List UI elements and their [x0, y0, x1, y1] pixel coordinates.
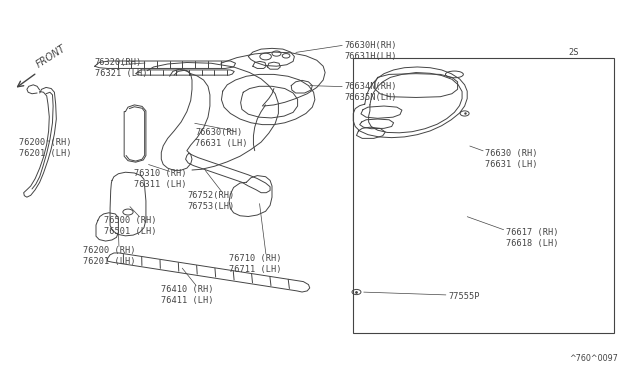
Text: 76200 (RH)
76201 (LH): 76200 (RH) 76201 (LH) [19, 138, 72, 158]
Text: 76710 (RH)
76711 (LH): 76710 (RH) 76711 (LH) [229, 254, 282, 274]
Text: 76310 (RH)
76311 (LH): 76310 (RH) 76311 (LH) [134, 169, 187, 189]
Text: 2S: 2S [568, 48, 579, 57]
Text: 76630H(RH)
76631H(LH): 76630H(RH) 76631H(LH) [344, 41, 397, 61]
Text: 76200 (RH)
76201 (LH): 76200 (RH) 76201 (LH) [83, 246, 136, 266]
Text: 76634N(RH)
76635N(LH): 76634N(RH) 76635N(LH) [344, 82, 397, 102]
Text: 77555P: 77555P [448, 292, 479, 301]
Text: ^760^0097: ^760^0097 [569, 354, 618, 363]
Text: FRONT: FRONT [34, 44, 67, 70]
Text: 76752(RH)
76753(LH): 76752(RH) 76753(LH) [188, 191, 235, 211]
Text: 76320(RH)
76321 (LH): 76320(RH) 76321 (LH) [95, 58, 147, 78]
Text: 76630(RH)
76631 (LH): 76630(RH) 76631 (LH) [195, 128, 248, 148]
Text: 76630 (RH)
76631 (LH): 76630 (RH) 76631 (LH) [485, 149, 538, 169]
Text: 76410 (RH)
76411 (LH): 76410 (RH) 76411 (LH) [161, 285, 214, 305]
Bar [353, 58, 614, 333]
Text: 76500 (RH)
76501 (LH): 76500 (RH) 76501 (LH) [104, 216, 157, 236]
Text: 76617 (RH)
76618 (LH): 76617 (RH) 76618 (LH) [506, 228, 558, 248]
